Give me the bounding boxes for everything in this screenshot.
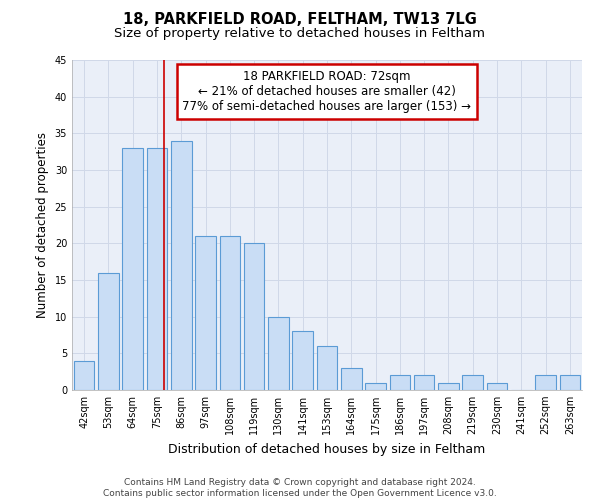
Bar [560, 376, 580, 390]
Text: 18 PARKFIELD ROAD: 72sqm
← 21% of detached houses are smaller (42)
77% of semi-d: 18 PARKFIELD ROAD: 72sqm ← 21% of detach… [182, 70, 472, 113]
Bar [463, 376, 483, 390]
Bar [414, 376, 434, 390]
Y-axis label: Number of detached properties: Number of detached properties [36, 132, 49, 318]
X-axis label: Distribution of detached houses by size in Feltham: Distribution of detached houses by size … [169, 442, 485, 456]
Bar [220, 236, 240, 390]
Text: Size of property relative to detached houses in Feltham: Size of property relative to detached ho… [115, 28, 485, 40]
Bar [389, 376, 410, 390]
Bar [535, 376, 556, 390]
Bar [487, 382, 508, 390]
Bar [317, 346, 337, 390]
Bar [341, 368, 362, 390]
Bar [268, 316, 289, 390]
Bar [122, 148, 143, 390]
Text: Contains HM Land Registry data © Crown copyright and database right 2024.
Contai: Contains HM Land Registry data © Crown c… [103, 478, 497, 498]
Bar [74, 360, 94, 390]
Bar [171, 140, 191, 390]
Bar [292, 332, 313, 390]
Bar [146, 148, 167, 390]
Text: 18, PARKFIELD ROAD, FELTHAM, TW13 7LG: 18, PARKFIELD ROAD, FELTHAM, TW13 7LG [123, 12, 477, 28]
Bar [438, 382, 459, 390]
Bar [195, 236, 216, 390]
Bar [98, 272, 119, 390]
Bar [365, 382, 386, 390]
Bar [244, 244, 265, 390]
